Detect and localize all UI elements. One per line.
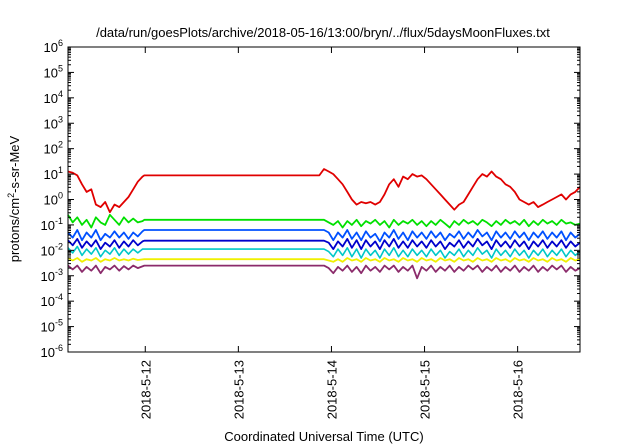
y-tick-label: 10-1: [41, 216, 63, 233]
y-tick-label: 10-4: [41, 292, 63, 309]
y-axis-label-main: protons/cm: [7, 198, 22, 262]
x-axis-label: Coordinated Universal Time (UTC): [224, 429, 423, 444]
x-tick-label: 2018-5-15: [418, 360, 433, 419]
x-tick-label: 2018-5-16: [511, 360, 526, 419]
x-axis: 2018-5-12 2018-5-13 2018-5-14 2018-5-15 2018…: [138, 47, 526, 419]
series-line-6: [67, 257, 581, 263]
x-tick-label: 2018-5-14: [324, 360, 339, 419]
chart-title: /data/run/goesPlots/archive/2018-05-16/1…: [96, 25, 550, 40]
y-axis-label-rest: -s-sr-MeV: [7, 135, 22, 192]
y-tick-label: 103: [44, 114, 63, 131]
y-tick-label: 101: [44, 165, 63, 182]
x-tick-label: 2018-5-12: [138, 360, 153, 419]
series-line-5: [67, 245, 581, 259]
y-tick-label: 10-3: [41, 267, 63, 284]
y-axis-label-sup: 2: [6, 193, 16, 198]
y-tick-label: 100: [44, 191, 63, 208]
series-line-4: [67, 237, 581, 251]
y-axis-label: protons/cm2-s-sr-MeV: [6, 135, 22, 262]
y-tick-label: 106: [44, 38, 63, 55]
series-layer: [67, 168, 581, 280]
x-tick-label: 2018-5-13: [231, 360, 246, 419]
y-axis: 10-6 10-5 10-4 10-3 10-2 10-1 100 101 102 103 104 1…: [41, 38, 580, 360]
y-tick-label: 10-2: [41, 241, 63, 258]
y-tick-label: 104: [44, 89, 63, 106]
y-tick-label: 105: [44, 63, 63, 80]
series-line-2: [67, 213, 581, 229]
y-tick-label: 10-5: [41, 318, 63, 335]
series-line-7: [67, 264, 581, 280]
series-line-1: [67, 168, 581, 214]
y-tick-label: 102: [44, 140, 63, 157]
series-line-3: [67, 229, 581, 243]
y-tick-label: 10-6: [41, 343, 63, 360]
